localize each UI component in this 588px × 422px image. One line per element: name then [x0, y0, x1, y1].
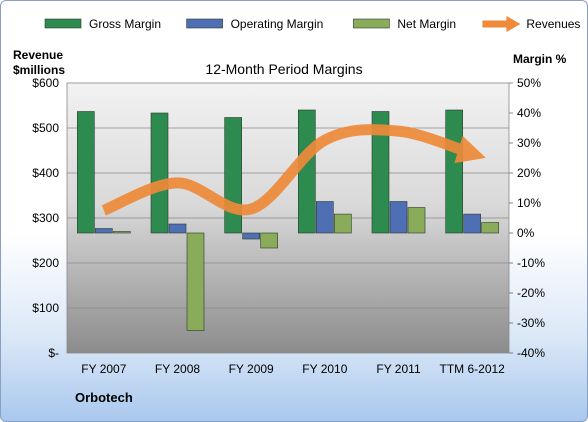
- bar-gross-margin: [150, 112, 169, 234]
- legend-label: Operating Margin: [231, 17, 324, 31]
- bar-gross-margin: [445, 109, 463, 234]
- left-axis-label-line2: $millions: [13, 63, 65, 77]
- left-tick-label: $400: [32, 166, 59, 180]
- revenue-line: [101, 124, 486, 216]
- left-tick-label: $500: [32, 121, 59, 135]
- bar-gross-margin: [224, 117, 242, 234]
- bar-operating-margin: [389, 201, 408, 234]
- bar-operating-margin: [95, 228, 113, 234]
- bar-operating-margin: [168, 223, 187, 234]
- legend-arrow-icon: [506, 16, 521, 32]
- category-label: FY 2008: [155, 362, 200, 376]
- bar-gross-margin: [77, 111, 95, 234]
- right-tick-label: -10%: [517, 256, 545, 270]
- revenue-line-path: [101, 124, 486, 216]
- left-tick-label: $600: [32, 76, 59, 90]
- right-tick-label: 30%: [517, 136, 541, 150]
- bar-operating-margin: [463, 213, 481, 234]
- category-label: FY 2010: [302, 362, 347, 376]
- legend-label: Gross Margin: [89, 17, 161, 31]
- left-tick-label: $300: [32, 211, 59, 225]
- right-tick-label: 20%: [517, 166, 541, 180]
- legend-swatch: [186, 18, 223, 29]
- bar-operating-margin: [242, 232, 260, 240]
- right-tick-label: 40%: [517, 106, 541, 120]
- legend-swatch: [44, 18, 82, 29]
- left-tick-label: $-: [48, 346, 59, 360]
- bar-net-margin: [334, 213, 352, 234]
- category-label: TTM 6-2012: [439, 362, 505, 376]
- left-axis-label-line1: Revenue: [13, 48, 63, 62]
- bar-gross-margin: [298, 109, 316, 234]
- bar-net-margin: [260, 232, 278, 249]
- bar-net-margin: [113, 231, 131, 234]
- legend-label: Revenues: [526, 17, 580, 31]
- category-label: FY 2011: [376, 362, 421, 376]
- right-tick-label: -20%: [517, 286, 545, 300]
- company-label: Orbotech: [75, 390, 133, 405]
- right-axis-label: Margin %: [513, 52, 567, 66]
- bar-gross-margin: [371, 111, 390, 234]
- right-tick-label: -30%: [517, 316, 545, 330]
- bar-operating-margin: [316, 201, 334, 234]
- legend-swatch: [353, 18, 390, 29]
- chart-title: 12-Month Period Margins: [205, 61, 362, 77]
- gridlines: [67, 127, 509, 309]
- right-tick-label: 10%: [517, 196, 541, 210]
- right-tick-label: 0%: [517, 226, 535, 240]
- left-tick-label: $200: [32, 256, 59, 270]
- right-tick-label: -40%: [517, 346, 545, 360]
- bar-net-margin: [186, 232, 205, 331]
- legend: Gross Margin Operating Margin Net Margin Re…: [44, 16, 580, 32]
- left-tick-label: $100: [32, 301, 59, 315]
- legend-label: Net Margin: [397, 17, 456, 31]
- category-label: FY 2009: [229, 362, 274, 376]
- bar-net-margin: [481, 222, 499, 234]
- axes: $- $100 $200 $300 $400 $500 $600 -40% -30% -20% -1…: [32, 76, 545, 376]
- bar-group: [77, 109, 499, 331]
- bar-net-margin: [407, 207, 426, 234]
- right-tick-label: 50%: [517, 76, 541, 90]
- category-label: FY 2007: [81, 362, 126, 376]
